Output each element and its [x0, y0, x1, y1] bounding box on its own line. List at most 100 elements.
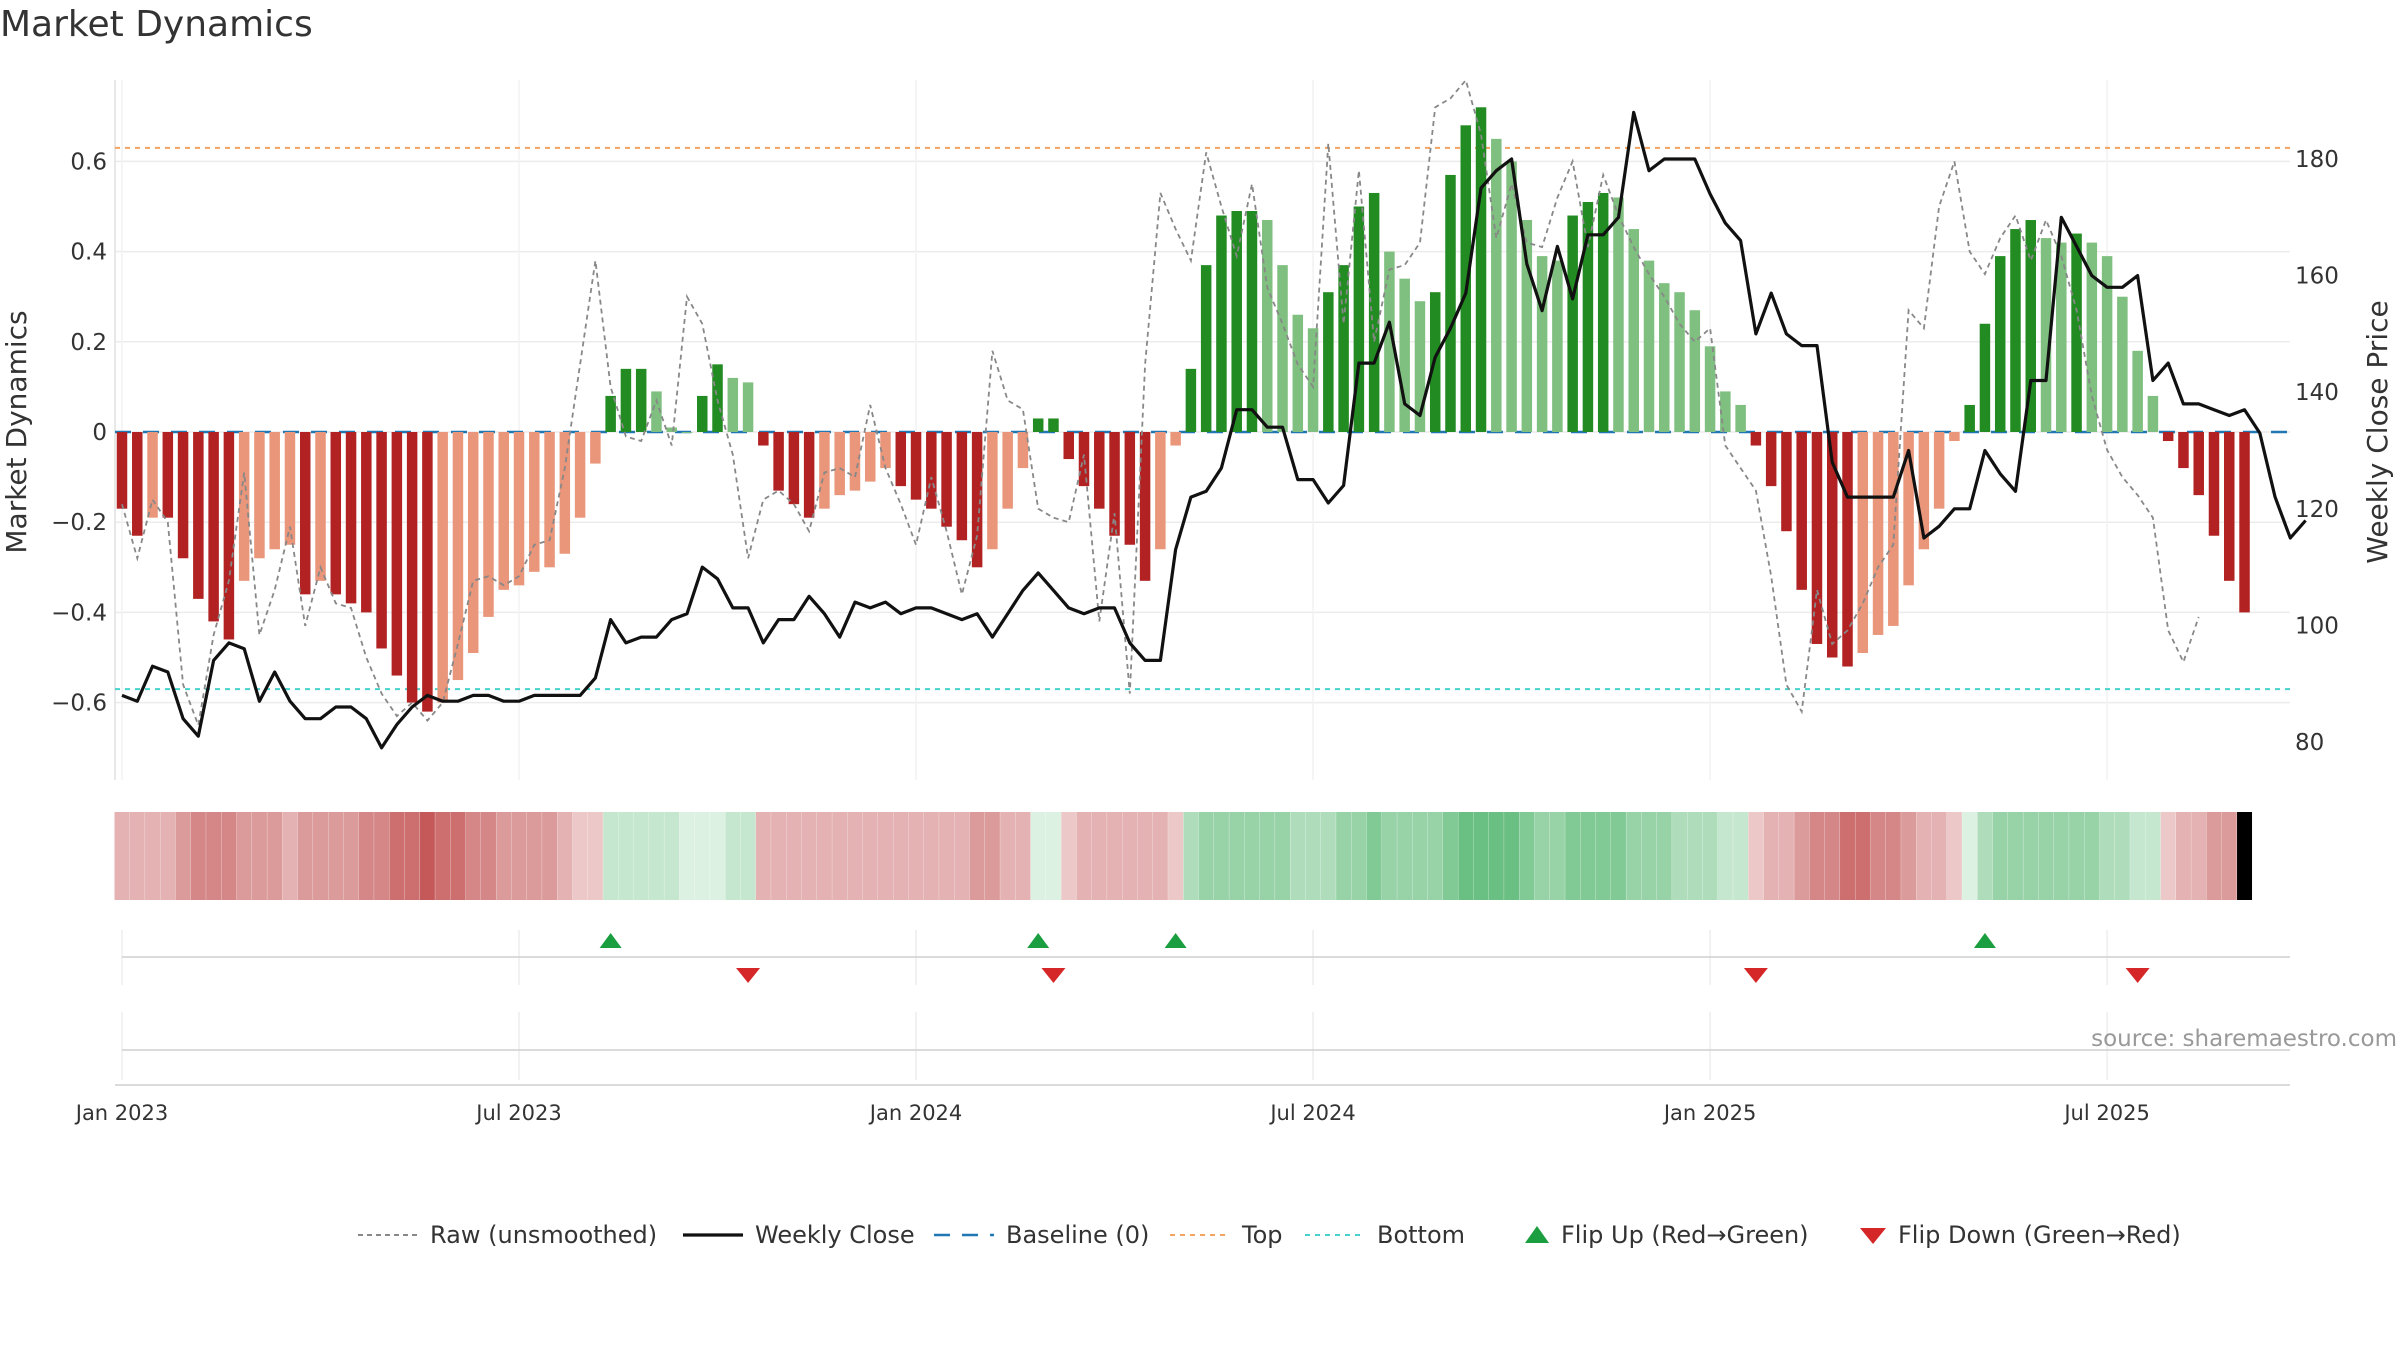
- bar: [1094, 432, 1105, 509]
- strip-cell: [816, 812, 832, 900]
- strip-cell: [1473, 812, 1489, 900]
- strip-cell: [1412, 812, 1428, 900]
- bar: [2162, 432, 2174, 442]
- bar: [1414, 301, 1426, 432]
- bar: [1720, 391, 1731, 432]
- bar: [1674, 292, 1685, 432]
- series-lines: [121, 78, 2307, 750]
- bar: [2101, 256, 2113, 432]
- strip-cell: [1534, 812, 1550, 900]
- strip-cell: [511, 812, 527, 900]
- bar: [1445, 174, 1456, 432]
- bar: [1903, 432, 1914, 586]
- strip-cell: [2007, 812, 2023, 900]
- strip-cell: [1504, 812, 1520, 900]
- strip-cell: [1351, 812, 1367, 900]
- strip-cell: [1442, 812, 1458, 900]
- bar: [956, 432, 968, 541]
- strip-cell: [1168, 812, 1184, 900]
- strip-cell: [2191, 812, 2207, 900]
- strip-cell: [633, 812, 649, 900]
- reference-lines: [115, 146, 2290, 691]
- bar: [299, 432, 311, 595]
- bar: [1811, 432, 1823, 644]
- strip-cell: [2160, 812, 2176, 900]
- flip-down-marker: [736, 968, 761, 983]
- strip-cell: [2237, 812, 2253, 900]
- strip-cell: [1641, 812, 1657, 900]
- bar: [605, 395, 616, 432]
- bar: [1888, 432, 1899, 626]
- strip-cell: [1366, 812, 1382, 900]
- legend: Raw (unsmoothed) Weekly Close Baseline (0)…: [358, 1221, 2181, 1249]
- strip-cell: [1336, 812, 1352, 900]
- strip-cell: [450, 812, 466, 900]
- left-tick-label: 0.2: [70, 330, 107, 356]
- bar: [1063, 432, 1074, 460]
- bar: [2025, 220, 2036, 432]
- bar: [635, 368, 647, 432]
- strip-cell: [755, 812, 771, 900]
- strip-cell: [313, 812, 329, 900]
- right-axis: 80 100 120 140 160 180 Weekly Close Price: [2295, 147, 2394, 756]
- strip-cell: [480, 812, 496, 900]
- strip-cell: [587, 812, 603, 900]
- strip-cell: [1733, 812, 1749, 900]
- strip-cell: [1259, 812, 1275, 900]
- strip-cell: [1152, 812, 1168, 900]
- bar: [742, 382, 754, 432]
- bar: [2147, 395, 2159, 432]
- strip-cell: [1198, 812, 1214, 900]
- strip-cell: [496, 812, 512, 900]
- legend-label: Raw (unsmoothed): [430, 1221, 657, 1249]
- bar: [849, 432, 861, 491]
- bar: [1613, 197, 1624, 432]
- strip-cell: [1244, 812, 1260, 900]
- strip-cell: [343, 812, 359, 900]
- strip-cell: [1962, 812, 1978, 900]
- bar: [712, 364, 723, 432]
- strip-cell: [2130, 812, 2146, 900]
- bar: [544, 432, 555, 568]
- bar: [1368, 192, 1380, 432]
- strip-cell: [2175, 812, 2191, 900]
- strip-cell: [969, 812, 985, 900]
- bar: [1842, 432, 1853, 667]
- bar: [926, 432, 937, 509]
- bar: [1735, 404, 1746, 432]
- strip-cell: [984, 812, 1000, 900]
- legend-label: Flip Up (Red→Green): [1561, 1221, 1809, 1249]
- bar: [529, 432, 540, 572]
- x-tick-label: Jul 2024: [1268, 1101, 1355, 1125]
- strip-cell: [1977, 812, 1993, 900]
- bar: [2178, 432, 2189, 469]
- strip-cell: [786, 812, 802, 900]
- bar: [147, 432, 158, 518]
- bar: [620, 368, 632, 432]
- strip-cell: [664, 812, 680, 900]
- strip-cell: [1397, 812, 1413, 900]
- bar: [254, 432, 265, 559]
- bar: [284, 432, 296, 545]
- strip-cell: [1381, 812, 1397, 900]
- regime-strip: [114, 812, 2253, 900]
- bar: [1384, 251, 1395, 432]
- bar: [208, 432, 219, 622]
- bar: [406, 432, 418, 703]
- strip-cell: [1549, 812, 1565, 900]
- bar: [788, 432, 800, 505]
- strip-cell: [878, 812, 893, 900]
- weekly-close-line: [121, 110, 2307, 750]
- left-tick-label: 0: [92, 420, 107, 446]
- strip-cell: [1107, 812, 1123, 900]
- strip-cell: [1030, 812, 1046, 900]
- strip-cell: [1458, 812, 1474, 900]
- strip-cell: [267, 812, 283, 900]
- strip-cell: [694, 812, 710, 900]
- bar: [895, 432, 907, 487]
- right-tick-label: 80: [2295, 730, 2324, 756]
- bar: [1109, 432, 1120, 536]
- bar: [193, 432, 204, 599]
- bar: [1597, 192, 1609, 432]
- bar: [422, 432, 433, 712]
